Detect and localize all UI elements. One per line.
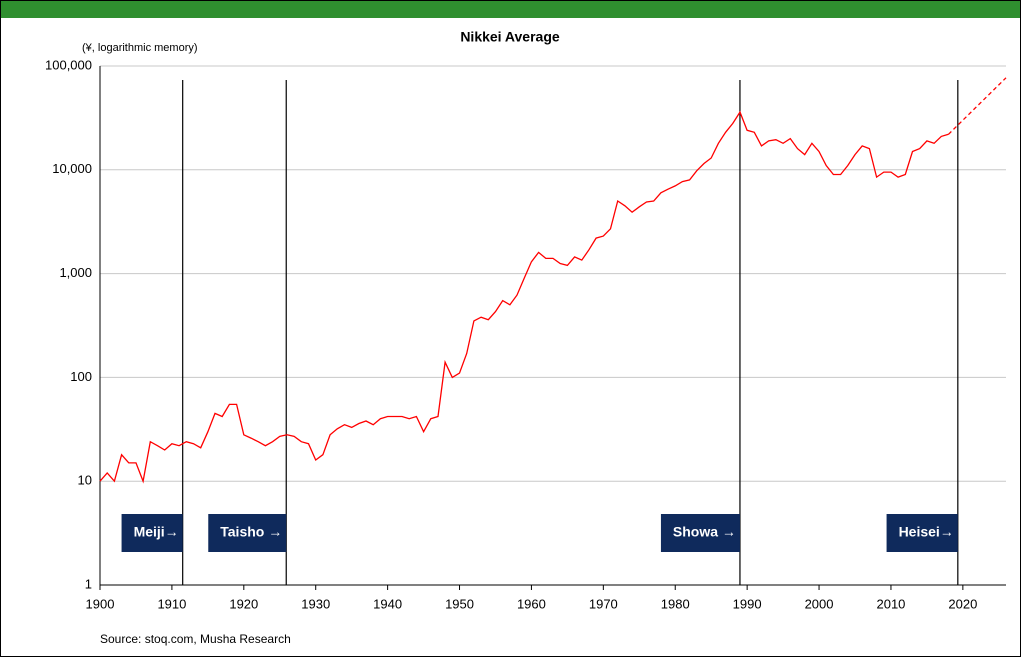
y-axis-label: (¥, logarithmic memory) <box>82 42 198 54</box>
x-tick-label: 1900 <box>86 596 115 611</box>
y-tick-label: 10,000 <box>52 161 92 176</box>
x-tick-label: 1940 <box>373 596 402 611</box>
y-tick-label: 10 <box>78 473 92 488</box>
y-tick-label: 100,000 <box>45 57 92 72</box>
x-tick-label: 1920 <box>229 596 258 611</box>
y-tick-label: 100 <box>70 369 92 384</box>
x-tick-label: 2020 <box>948 596 977 611</box>
x-tick-label: 1910 <box>157 596 186 611</box>
y-tick-label: 1 <box>85 576 92 591</box>
x-tick-label: 2000 <box>805 596 834 611</box>
x-tick-label: 1960 <box>517 596 546 611</box>
era-label: Meiji→ <box>134 524 179 540</box>
era-box <box>660 514 740 552</box>
x-tick-label: 1930 <box>301 596 330 611</box>
era-box <box>886 514 958 552</box>
chart-title: Nikkei Average <box>460 29 560 45</box>
era-label: Taisho → <box>220 524 282 540</box>
era-label: Heisei→ <box>899 524 954 540</box>
y-tick-label: 1,000 <box>59 265 92 280</box>
source: Source: stoq.com, Musha Research <box>100 632 291 646</box>
price-line <box>99 110 949 484</box>
era-box <box>208 514 287 552</box>
x-tick-label: 1980 <box>661 596 690 611</box>
x-tick-label: 2010 <box>876 596 905 611</box>
era-label: Showa → <box>673 524 736 540</box>
x-tick-label: 1950 <box>445 596 474 611</box>
banner <box>1 1 1020 18</box>
x-tick-label: 1970 <box>589 596 618 611</box>
x-tick-label: 1990 <box>733 596 762 611</box>
era-box <box>121 514 183 552</box>
